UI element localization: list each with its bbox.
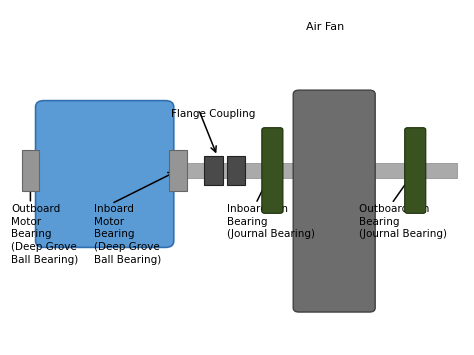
FancyBboxPatch shape [36,100,174,247]
Text: Outboard Fan
Bearing
(Journal Bearing): Outboard Fan Bearing (Journal Bearing) [359,204,447,239]
Text: Inboard Fan
Bearing
(Journal Bearing): Inboard Fan Bearing (Journal Bearing) [227,204,315,239]
Bar [227,156,246,185]
Bar [21,151,39,191]
Text: Flange Coupling: Flange Coupling [172,109,256,119]
Text: Outboard
Motor
Bearing
(Deep Grove
Ball Bearing): Outboard Motor Bearing (Deep Grove Ball … [11,204,79,265]
Text: Air Fan: Air Fan [306,22,345,32]
Bar [21,163,457,178]
FancyBboxPatch shape [405,128,426,213]
FancyBboxPatch shape [293,90,375,312]
Bar [169,151,187,191]
FancyBboxPatch shape [262,128,283,213]
Bar [204,156,223,185]
Text: Inboard
Motor
Bearing
(Deep Grove
Ball Bearing): Inboard Motor Bearing (Deep Grove Ball B… [94,204,161,265]
